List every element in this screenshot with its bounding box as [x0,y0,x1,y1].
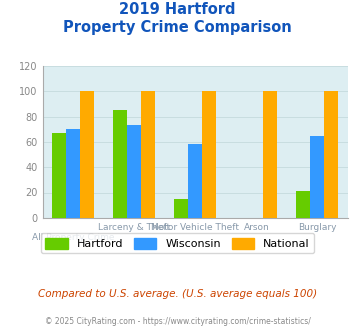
Bar [310,136,324,218]
Bar [127,125,141,218]
Text: © 2025 CityRating.com - https://www.cityrating.com/crime-statistics/: © 2025 CityRating.com - https://www.city… [45,317,310,326]
Text: Property Crime Comparison: Property Crime Comparison [63,20,292,35]
Text: Larceny & Theft: Larceny & Theft [98,223,170,232]
Bar [324,91,338,218]
Bar [263,91,277,218]
Text: 2019 Hartford: 2019 Hartford [119,2,236,16]
Text: Motor Vehicle Theft: Motor Vehicle Theft [151,223,239,232]
Bar [188,145,202,218]
Bar [66,129,80,218]
Text: All Property Crime: All Property Crime [32,233,114,242]
Text: Burglary: Burglary [298,223,337,232]
Bar [174,199,188,218]
Bar [113,110,127,218]
Bar [52,133,66,218]
Bar [80,91,94,218]
Bar [296,191,310,218]
Bar [141,91,155,218]
Text: Arson: Arson [244,223,269,232]
Text: Compared to U.S. average. (U.S. average equals 100): Compared to U.S. average. (U.S. average … [38,289,317,299]
Bar [202,91,216,218]
Legend: Hartford, Wisconsin, National: Hartford, Wisconsin, National [41,233,314,253]
